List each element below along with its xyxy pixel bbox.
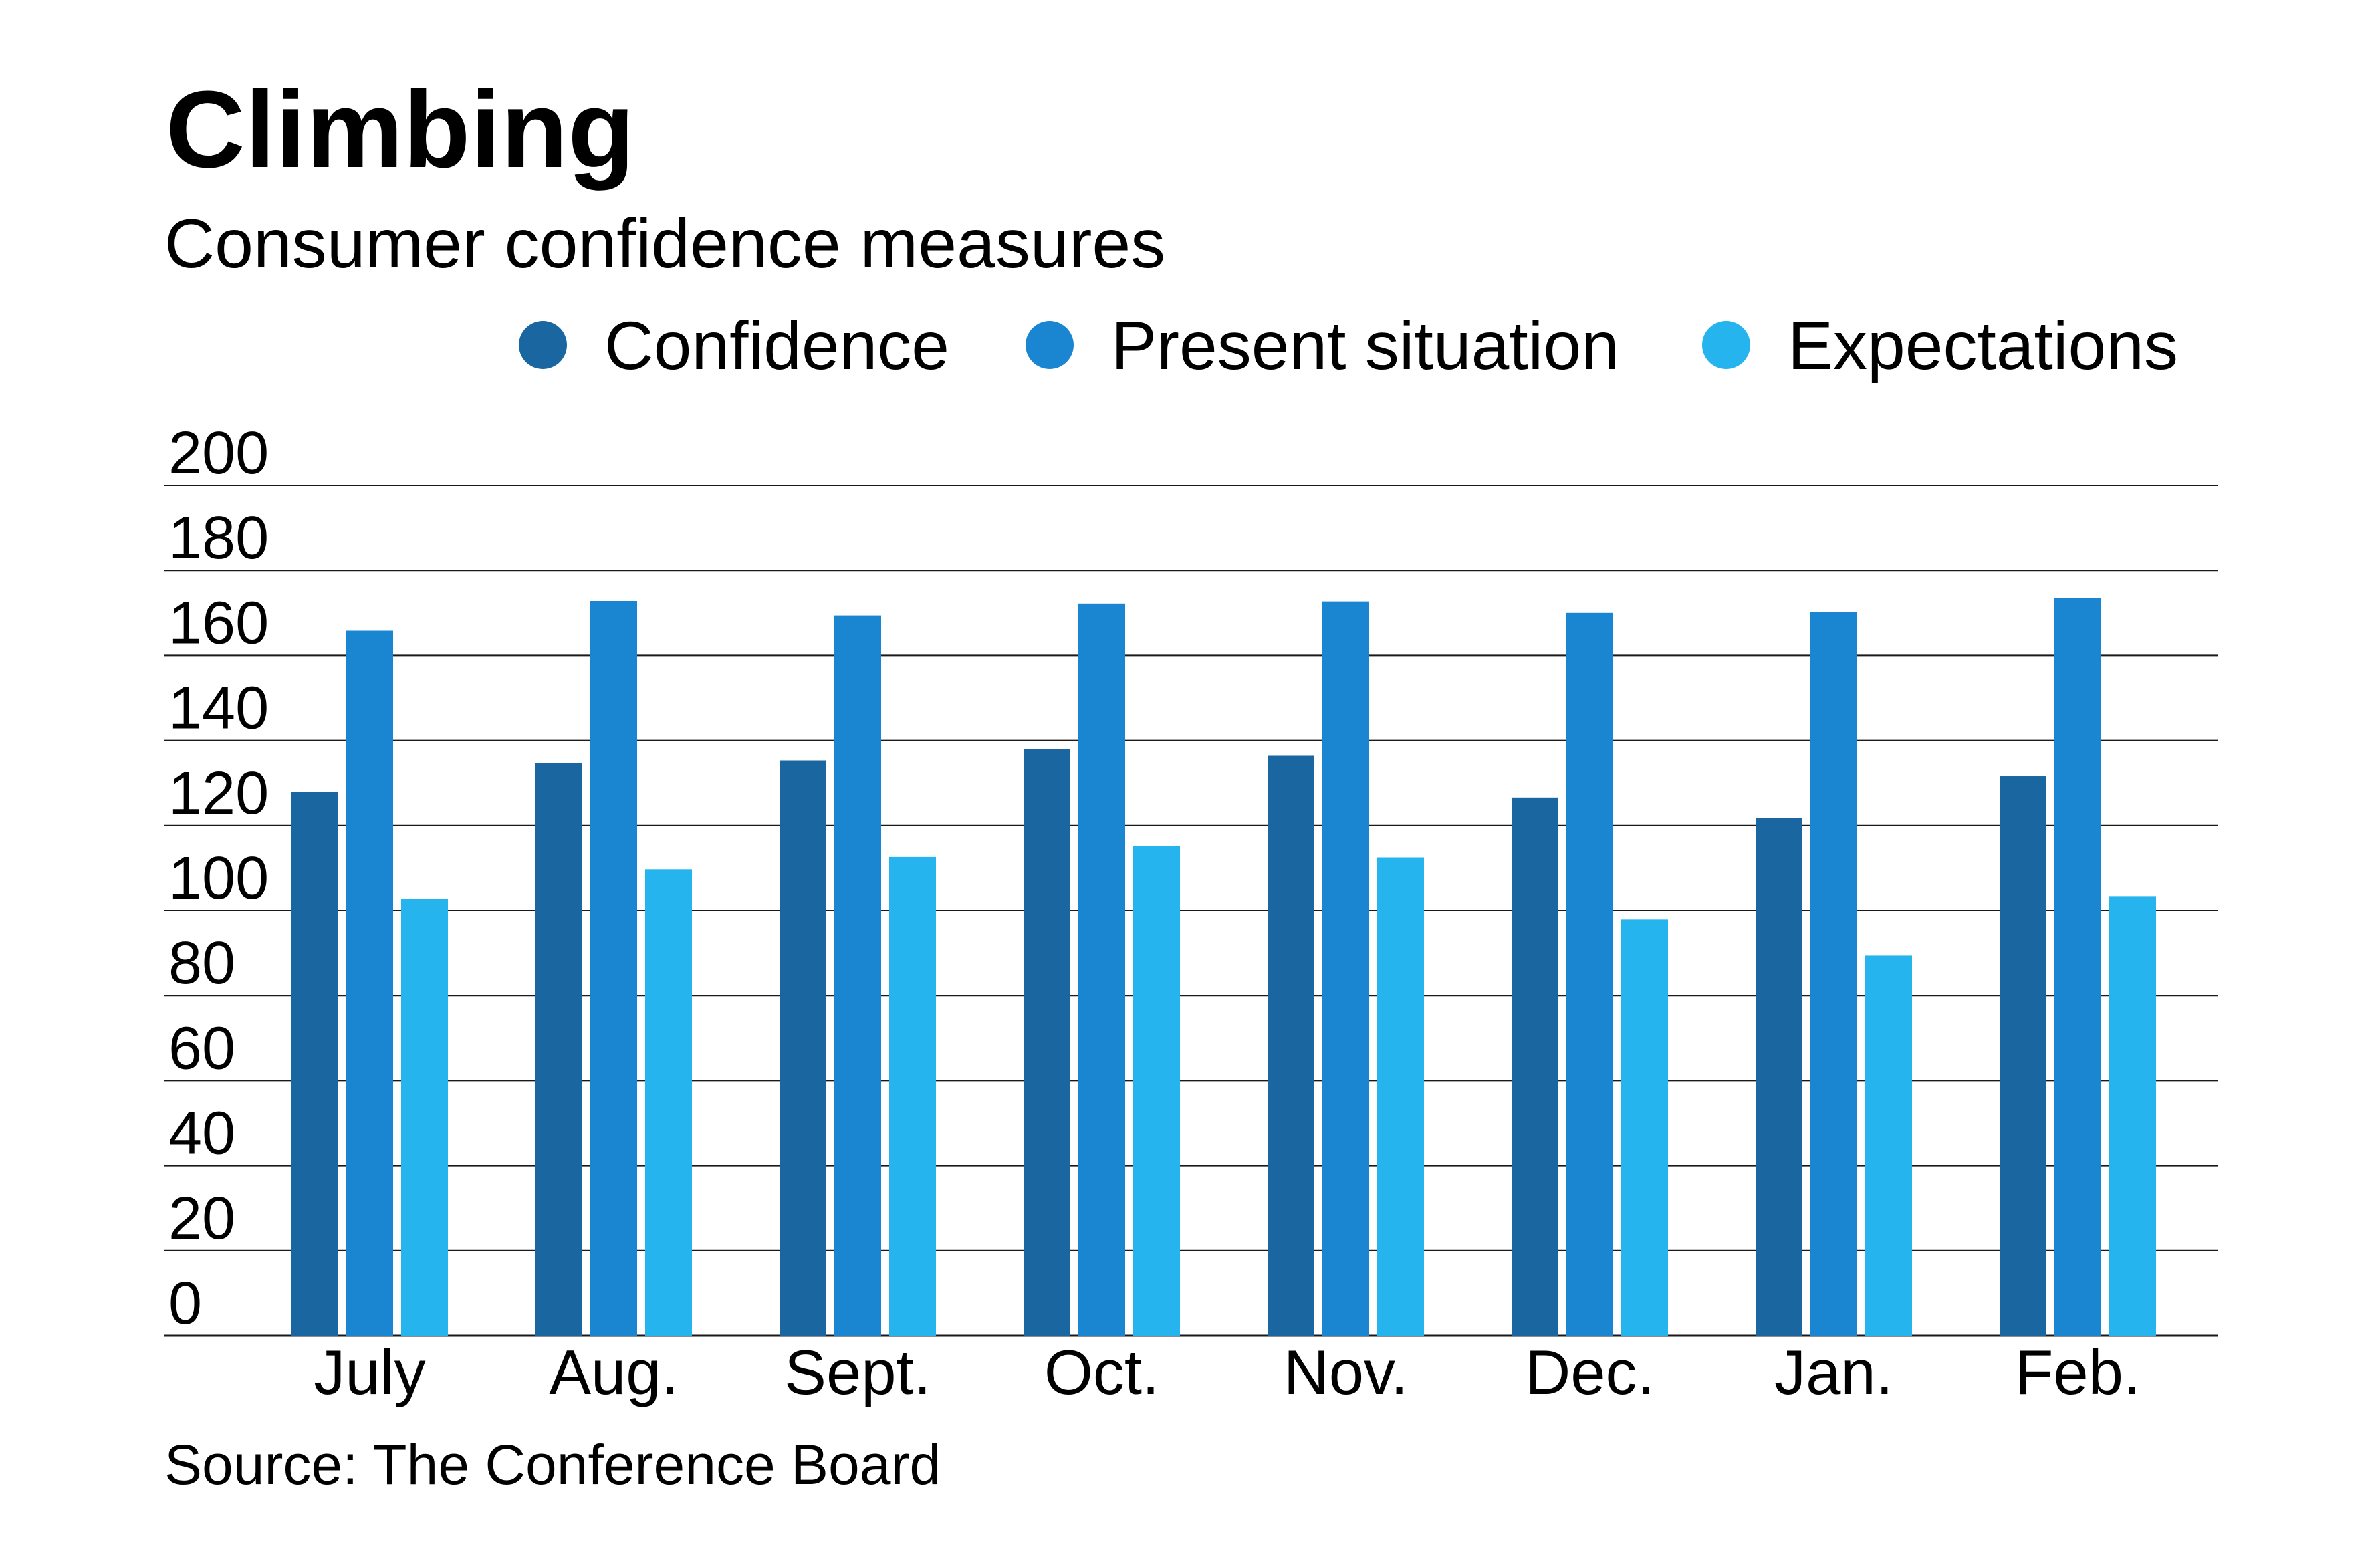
bar-expectations-dec — [1621, 919, 1668, 1336]
y-tick-label-60: 60 — [168, 1015, 235, 1082]
x-tick-label-aug: Aug. — [549, 1337, 678, 1407]
legend-label-present-situation: Present situation — [1111, 308, 1619, 384]
bar-present-situation-jan — [1810, 612, 1857, 1336]
y-tick-label-40: 40 — [168, 1100, 235, 1167]
y-tick-label-140: 140 — [168, 675, 269, 742]
bar-confidence-jan — [1756, 818, 1802, 1336]
x-tick-label-sept: Sept. — [784, 1337, 931, 1407]
legend-swatch-expectations — [1702, 321, 1750, 369]
legend-label-expectations: Expectations — [1788, 308, 2178, 384]
y-tick-label-180: 180 — [168, 505, 269, 572]
bar-present-situation-feb — [2054, 598, 2101, 1336]
y-tick-label-20: 20 — [168, 1185, 235, 1252]
bar-expectations-aug — [645, 869, 692, 1336]
bar-expectations-july — [401, 899, 448, 1336]
bar-present-situation-oct — [1078, 603, 1125, 1336]
legend-swatch-confidence — [519, 321, 567, 369]
chart-title: Climbing — [166, 68, 634, 191]
bar-expectations-oct — [1133, 846, 1180, 1336]
bar-confidence-nov — [1268, 755, 1314, 1336]
bar-confidence-dec — [1512, 797, 1558, 1336]
bar-confidence-sept — [780, 760, 826, 1336]
chart-subtitle: Consumer confidence measures — [164, 205, 1165, 283]
bar-confidence-aug — [536, 763, 582, 1336]
bar-expectations-sept — [889, 856, 936, 1336]
bar-present-situation-sept — [834, 615, 881, 1336]
x-tick-label-dec: Dec. — [1525, 1337, 1654, 1407]
y-tick-label-120: 120 — [168, 760, 269, 827]
bar-expectations-nov — [1377, 857, 1424, 1336]
bars — [291, 598, 2156, 1336]
y-tick-label-200: 200 — [168, 420, 269, 487]
bar-present-situation-dec — [1566, 612, 1613, 1336]
legend-swatch-present-situation — [1026, 321, 1074, 369]
x-axis-labels: July Aug. Sept. Oct. Nov. Dec. Jan. Feb. — [314, 1337, 2141, 1407]
bar-confidence-july — [291, 792, 338, 1336]
x-tick-label-feb: Feb. — [2015, 1337, 2141, 1407]
bar-confidence-feb — [2000, 776, 2046, 1336]
legend-label-confidence: Confidence — [604, 308, 949, 384]
x-tick-label-nov: Nov. — [1284, 1337, 1408, 1407]
bar-expectations-jan — [1865, 955, 1912, 1336]
x-tick-label-july: July — [314, 1337, 425, 1407]
gridlines — [164, 485, 2218, 1337]
y-tick-label-80: 80 — [168, 930, 235, 997]
bar-present-situation-aug — [590, 600, 637, 1336]
legend: Confidence Present situation Expectations — [519, 308, 2178, 384]
y-tick-label-100: 100 — [168, 845, 269, 912]
bar-present-situation-nov — [1322, 601, 1369, 1336]
y-axis-ticks: 0 20 40 60 80 100 120 140 160 180 200 — [168, 420, 269, 1337]
source-note: Source: The Conference Board — [164, 1433, 941, 1496]
bar-present-situation-july — [346, 630, 393, 1336]
x-tick-label-oct: Oct. — [1044, 1337, 1159, 1407]
bar-confidence-oct — [1024, 749, 1070, 1336]
y-tick-label-0: 0 — [168, 1270, 202, 1337]
y-tick-label-160: 160 — [168, 590, 269, 657]
x-tick-label-jan: Jan. — [1774, 1337, 1893, 1407]
bar-expectations-feb — [2109, 896, 2156, 1336]
